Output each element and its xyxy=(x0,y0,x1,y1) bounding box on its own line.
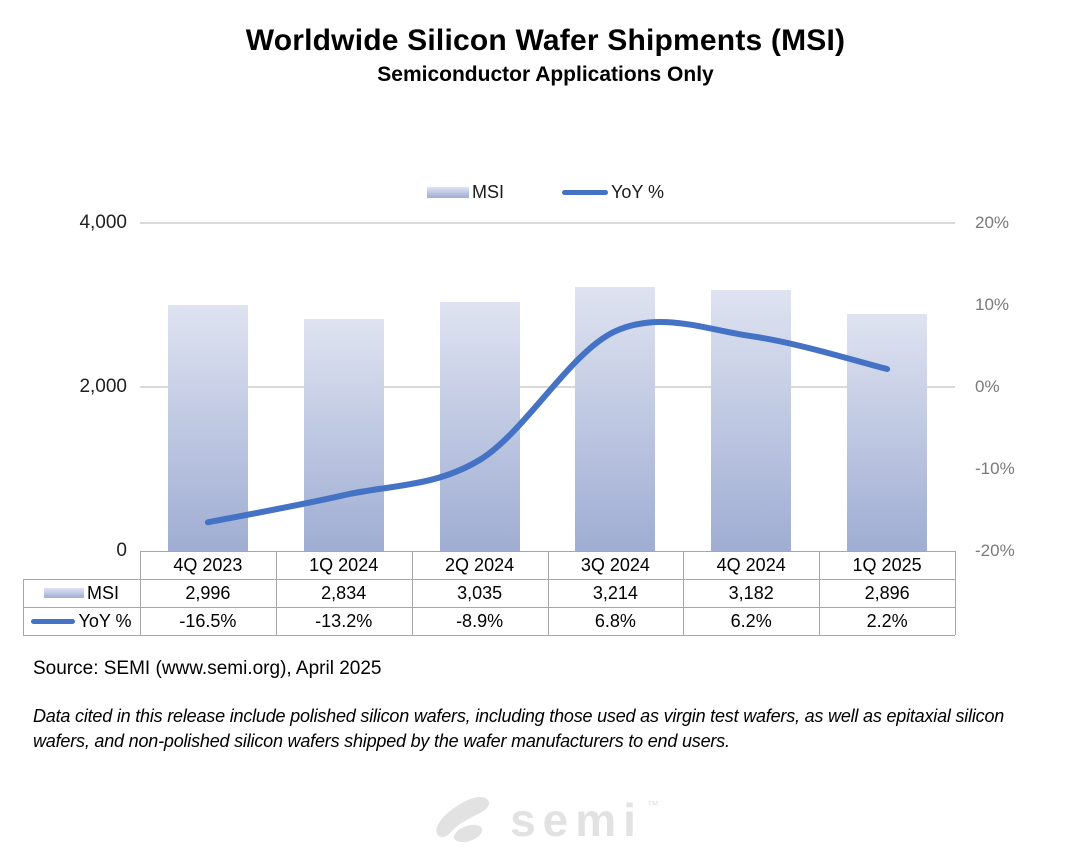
legend-item-msi: MSI xyxy=(426,182,504,203)
legend-msi-label: MSI xyxy=(471,182,504,202)
msi-value-cell: 3,214 xyxy=(592,583,638,603)
msi-bar-swatch-icon xyxy=(43,588,84,598)
table-border xyxy=(547,551,549,635)
msi-bar-swatch-icon xyxy=(426,187,469,198)
bar-4q-2024 xyxy=(711,290,792,551)
semi-logo: semi ™ xyxy=(0,792,1091,848)
table-border xyxy=(23,635,955,636)
yoy-value-cell: 2.2% xyxy=(866,611,908,631)
msi-value-cell: 3,182 xyxy=(728,583,774,603)
category-label: 3Q 2024 xyxy=(580,555,650,575)
yoy-value-cell: -13.2% xyxy=(315,611,373,631)
logo-text: semi xyxy=(510,794,643,846)
category-label: 1Q 2024 xyxy=(309,555,379,575)
legend-yoy-label: YoY % xyxy=(610,182,665,202)
table-border xyxy=(275,551,277,635)
table-border xyxy=(683,551,685,635)
table-border xyxy=(23,579,955,580)
gridline xyxy=(140,386,955,388)
yoy-value-cell: 6.2% xyxy=(730,611,772,631)
left-axis-tick: 0 xyxy=(116,540,127,561)
legend: MSI YoY % xyxy=(0,182,1091,203)
right-axis-tick: 0% xyxy=(975,377,1000,396)
right-axis-tick: 20% xyxy=(975,213,1010,232)
right-axis-tick: 10% xyxy=(975,295,1010,314)
logo-crescent-icon xyxy=(436,797,490,842)
msi-value-cell: 2,834 xyxy=(321,583,367,603)
table-yoy-row-label: YoY % xyxy=(78,610,132,631)
bar-2q-2024 xyxy=(439,302,520,551)
footnote-text: Data cited in this release include polis… xyxy=(33,706,1005,752)
yoy-value-cell: -16.5% xyxy=(179,611,237,631)
chart-subtitle: Semiconductor Applications Only xyxy=(377,63,714,86)
source-text: Source: SEMI (www.semi.org), April 2025 xyxy=(33,658,382,679)
table-border xyxy=(411,551,413,635)
msi-value-cell: 3,035 xyxy=(457,583,503,603)
table-border xyxy=(140,551,141,635)
yoy-line-swatch-icon xyxy=(561,190,608,195)
table-border xyxy=(819,551,821,635)
category-label: 2Q 2024 xyxy=(445,555,515,575)
bar-1q-2024 xyxy=(303,318,384,551)
category-label: 1Q 2025 xyxy=(852,555,922,575)
bar-3q-2024 xyxy=(575,287,656,551)
left-axis-tick: 4,000 xyxy=(79,212,127,233)
gridline xyxy=(140,222,955,224)
bar-4q-2023 xyxy=(167,305,248,551)
yoy-line-swatch-icon xyxy=(31,618,76,624)
logo-trademark: ™ xyxy=(646,798,659,812)
msi-value-cell: 2,896 xyxy=(864,583,910,603)
yoy-value-cell: -8.9% xyxy=(456,611,504,631)
left-axis-tick: 2,000 xyxy=(79,376,127,397)
table-key-yoy: YoY % xyxy=(23,607,140,635)
category-label: 4Q 2023 xyxy=(173,555,243,575)
chart-title: Worldwide Silicon Wafer Shipments (MSI) xyxy=(245,24,846,57)
msi-value-cell: 2,996 xyxy=(185,583,231,603)
table-border xyxy=(23,579,24,635)
table-border xyxy=(23,607,955,608)
right-axis-tick: -20% xyxy=(975,541,1015,560)
bar-1q-2025 xyxy=(847,313,928,551)
right-axis-tick: -10% xyxy=(975,459,1015,478)
category-label: 4Q 2024 xyxy=(716,555,786,575)
table-key-msi: MSI xyxy=(23,579,140,607)
legend-item-yoy: YoY % xyxy=(561,182,665,203)
table-msi-row-label: MSI xyxy=(86,582,119,603)
yoy-value-cell: 6.8% xyxy=(594,611,636,631)
table-border xyxy=(955,551,956,635)
